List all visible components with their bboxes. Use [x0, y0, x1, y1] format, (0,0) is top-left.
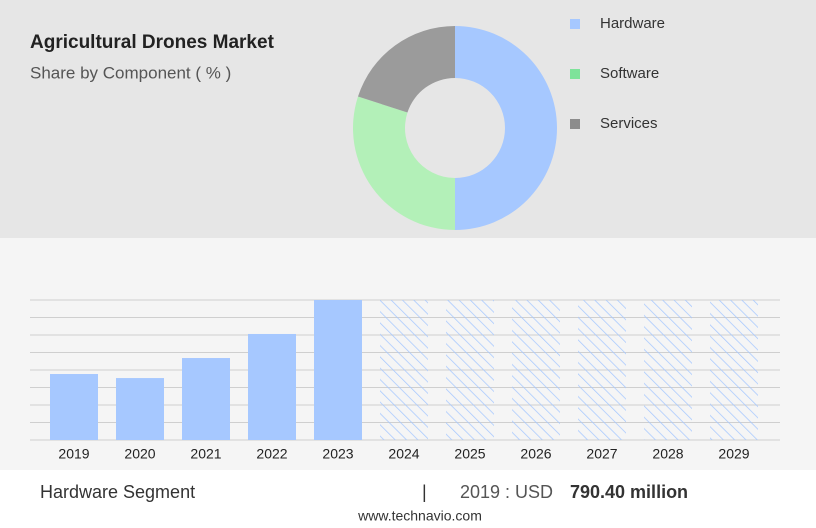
forecast-bar: [578, 300, 626, 440]
bar: [50, 374, 98, 440]
legend-swatch: [570, 69, 580, 79]
bar: [182, 358, 230, 440]
x-tick-label: 2029: [718, 446, 749, 462]
segment-label: Hardware Segment: [40, 482, 195, 502]
x-tick-label: 2019: [58, 446, 89, 462]
donut-slice: [353, 96, 455, 230]
separator: |: [422, 482, 427, 502]
legend-label: Services: [600, 115, 658, 132]
source: www.technavio.com: [357, 508, 482, 524]
x-tick-label: 2022: [256, 446, 287, 462]
legend-swatch: [570, 119, 580, 129]
subtitle: Share by Component ( % ): [30, 63, 231, 82]
bar: [116, 378, 164, 440]
donut-slice: [357, 26, 455, 113]
bar: [314, 300, 362, 440]
highlight-value: 790.40 million: [570, 482, 688, 502]
x-tick-label: 2021: [190, 446, 221, 462]
x-tick-label: 2025: [454, 446, 485, 462]
title: Agricultural Drones Market: [30, 32, 275, 53]
forecast-bar: [644, 300, 692, 440]
forecast-bar: [710, 300, 758, 440]
x-tick-label: 2020: [124, 446, 155, 462]
x-tick-label: 2024: [388, 446, 419, 462]
legend-label: Software: [600, 65, 659, 82]
x-tick-label: 2026: [520, 446, 551, 462]
bar: [248, 333, 296, 440]
legend-swatch: [570, 19, 580, 29]
x-tick-label: 2023: [322, 446, 353, 462]
donut-slice: [455, 26, 557, 230]
legend-label: Hardware: [600, 15, 665, 32]
x-tick-label: 2027: [586, 446, 617, 462]
forecast-bar: [446, 300, 494, 440]
x-tick-label: 2028: [652, 446, 683, 462]
forecast-bar: [380, 300, 428, 440]
forecast-bar: [512, 300, 560, 440]
year-label: 2019 : USD: [460, 482, 553, 502]
